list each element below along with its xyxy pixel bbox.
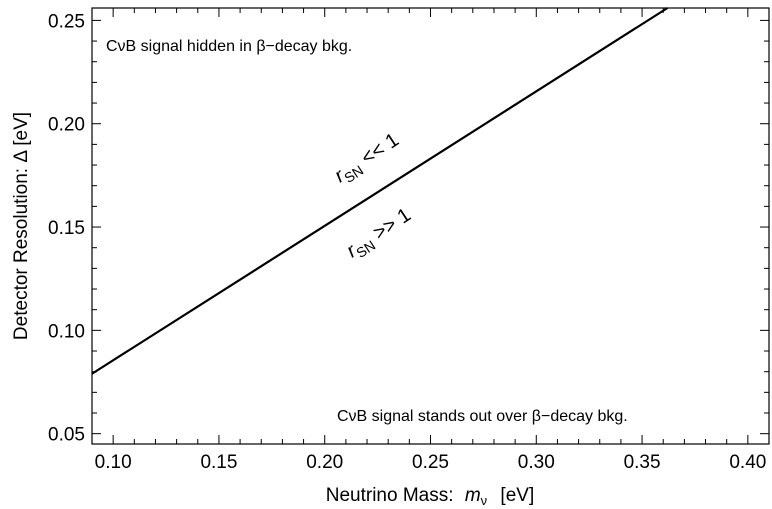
region-label-upper: rSN<< 1 [331,129,405,190]
x-tick-label: 0.25 [412,452,449,473]
y-axis-title: Detector Resolution: Δ [eV] [11,112,32,340]
plot-frame [91,7,770,445]
region-lower-rel: >> 1 [369,204,415,244]
x-tick-label: 0.20 [306,452,343,473]
tick-group [91,8,770,444]
boundary-line-series [91,7,669,375]
svg-text:rSN>> 1: rSN>> 1 [343,204,417,265]
region-upper-rel: << 1 [357,129,403,169]
y-tick-label: 0.05 [48,425,85,446]
series-group [91,7,669,375]
annotation-top-left: CνB signal hidden in β−decay bkg. [106,38,352,55]
y-tick-label: 0.10 [48,321,85,342]
x-tick-label: 0.15 [200,452,237,473]
x-tick-label: 0.40 [729,452,766,473]
x-axis-title: Neutrino Mass: mν [eV] [326,485,534,509]
x-tick-label: 0.35 [624,452,661,473]
y-tick-label: 0.25 [48,11,85,32]
y-tick-label: 0.20 [48,115,85,136]
x-tick-label: 0.10 [95,452,132,473]
y-tick-label: 0.15 [48,218,85,239]
svg-text:rSN<< 1: rSN<< 1 [331,129,405,190]
annotation-bottom-right: CνB signal stands out over β−decay bkg. [337,408,628,425]
tick-label-group: 0.10 0.15 0.20 0.25 0.30 0.35 0.40 0.05 0.10 0.15… [48,11,766,473]
region-label-lower: rSN>> 1 [343,204,417,265]
x-tick-label: 0.30 [518,452,555,473]
